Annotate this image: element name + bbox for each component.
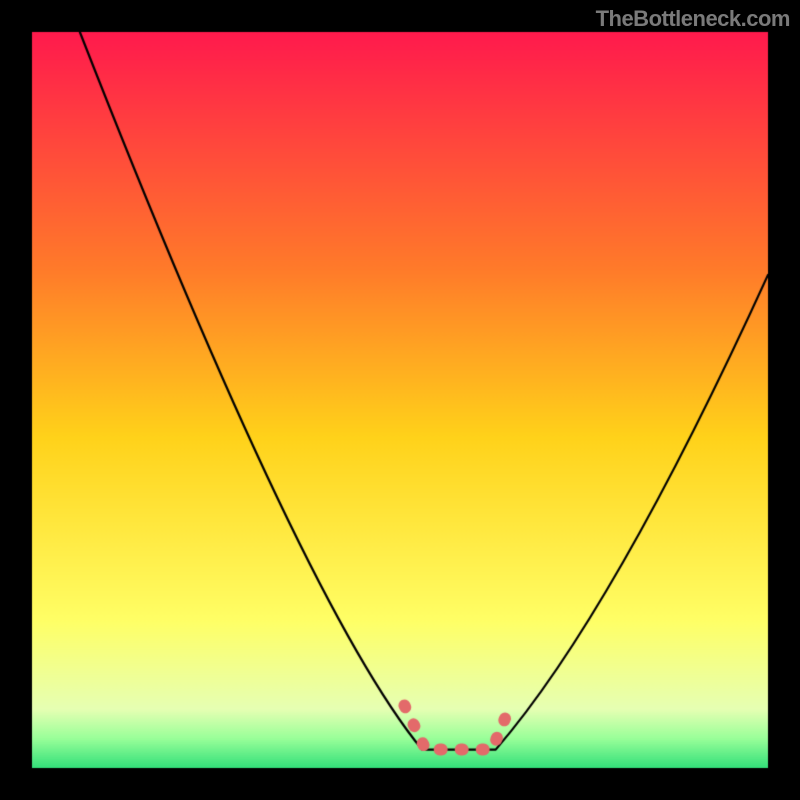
bottleneck-chart-canvas	[0, 0, 800, 800]
watermark-text: TheBottleneck.com	[596, 6, 790, 32]
